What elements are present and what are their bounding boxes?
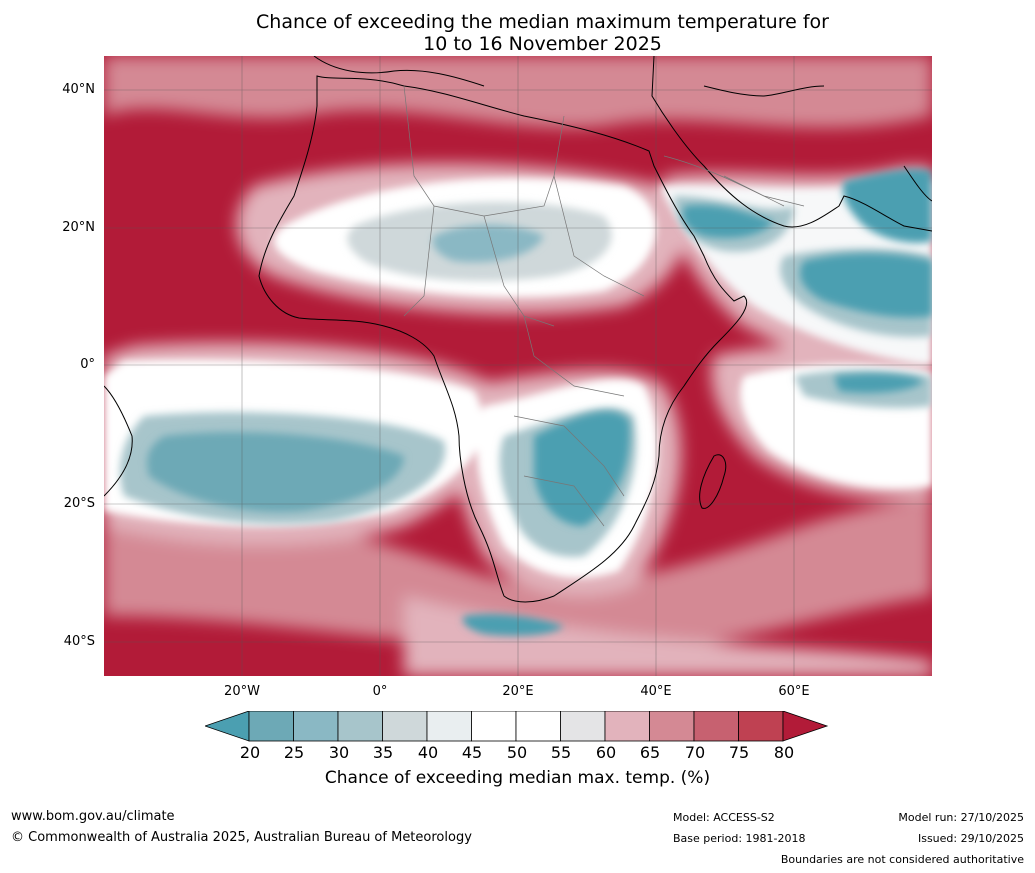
site-url[interactable]: www.bom.gov.au/climate — [11, 809, 175, 824]
colorbar-arrow-low — [205, 711, 250, 742]
colorbar-segment — [649, 711, 695, 742]
colorbar-tick: 80 — [773, 743, 795, 762]
issued-date: Issued: 29/10/2025 — [917, 832, 1024, 845]
country-borders — [403, 85, 805, 527]
lon-label-0: 0° — [372, 684, 388, 699]
colorbar-tick: 70 — [684, 743, 706, 762]
colorbar-tick: 50 — [506, 743, 528, 762]
colorbar-segment — [560, 711, 606, 742]
boundary-disclaimer: Boundaries are not considered authoritat… — [780, 853, 1024, 866]
colorbar-tick: 45 — [461, 743, 483, 762]
colorbar-tick: 35 — [372, 743, 394, 762]
colorbar-tick: 75 — [728, 743, 750, 762]
colorbar-segment — [738, 711, 784, 742]
colorbar-label: Chance of exceeding median max. temp. (%… — [324, 768, 711, 788]
colorbar-tick: 20 — [239, 743, 261, 762]
model-info: Model: ACCESS-S2 — [673, 811, 775, 824]
lon-label-20e: 20°E — [502, 684, 534, 699]
colorbar-tick: 55 — [550, 743, 572, 762]
colorbar-tick: 30 — [328, 743, 350, 762]
colorbar-segment — [515, 711, 561, 742]
colorbar-segment — [693, 711, 739, 742]
map-canvas — [104, 56, 932, 676]
lon-label-40e: 40°E — [640, 684, 672, 699]
model-run-date: Model run: 27/10/2025 — [898, 811, 1024, 824]
copyright-text: © Commonwealth of Australia 2025, Austra… — [11, 830, 472, 845]
lat-label-20s: 20°S — [63, 496, 95, 511]
lon-label-20w: 20°W — [224, 684, 260, 699]
base-period: Base period: 1981-2018 — [673, 832, 806, 845]
lat-label-20n: 20°N — [62, 220, 95, 235]
map-title-line1: Chance of exceeding the median maximum t… — [256, 11, 829, 33]
colorbar-segment — [604, 711, 650, 742]
colorbar-arrow-high — [782, 711, 829, 742]
map-title-line2: 10 to 16 November 2025 — [423, 33, 662, 55]
lat-label-eq: 0° — [80, 357, 95, 372]
colorbar-tick: 40 — [417, 743, 439, 762]
lat-label-40s: 40°S — [63, 634, 95, 649]
colorbar-tick: 65 — [639, 743, 661, 762]
colorbar — [205, 711, 829, 742]
colorbar-segment — [382, 711, 428, 742]
colorbar-tick: 25 — [283, 743, 305, 762]
low-probability-zones — [147, 169, 932, 636]
graticule — [104, 56, 932, 676]
lat-label-40n: 40°N — [62, 82, 95, 97]
colorbar-segment — [471, 711, 517, 742]
forecast-map — [104, 56, 932, 676]
colorbar-segment — [426, 711, 472, 742]
colorbar-segment — [248, 711, 294, 742]
colorbar-tick: 60 — [595, 743, 617, 762]
colorbar-segment — [293, 711, 339, 742]
coastlines — [104, 56, 932, 603]
colorbar-segment — [337, 711, 383, 742]
lon-label-60e: 60°E — [778, 684, 810, 699]
